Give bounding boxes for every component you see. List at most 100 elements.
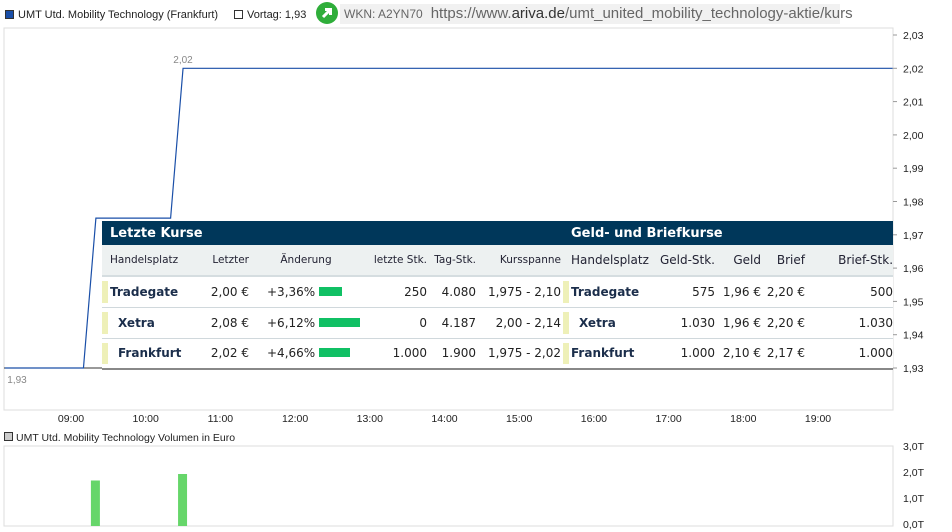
tag-stk-value: 4.080 xyxy=(427,276,480,308)
handelsplatz-name[interactable]: Xetra xyxy=(102,307,190,339)
x-tick-label: 09:00 xyxy=(58,413,84,425)
geld-value: 1,96 € xyxy=(715,276,761,308)
aenderung-cell: +4,66% xyxy=(255,338,367,370)
x-tick-label: 13:00 xyxy=(357,413,383,425)
geld-stk-value: 1.030 xyxy=(655,307,715,339)
y-tick-label: 2,02 xyxy=(903,63,924,75)
col-brief-stk: Brief-Stk. xyxy=(807,245,894,277)
x-tick-label: 10:00 xyxy=(133,413,159,425)
vortag-swatch xyxy=(234,10,243,19)
y-tick-label: 1,93 xyxy=(903,363,924,375)
col-letzter: Letzter xyxy=(190,245,255,277)
col-handelsplatz: Handelsplatz xyxy=(102,245,190,277)
y-tick-label: 1,94 xyxy=(903,330,924,342)
url-bar[interactable]: WKN: A2YN70 https://www.ariva.de/umt_unit… xyxy=(340,4,853,24)
table-row[interactable]: Tradegate 2,00 € +3,36% 250 4.080 1,975 … xyxy=(102,276,564,308)
change-bar xyxy=(319,286,342,296)
y-tick-label: 1,96 xyxy=(903,263,924,275)
brief-value: 2,20 € xyxy=(761,276,807,308)
letzte-stk-value: 0 xyxy=(367,307,427,339)
col-geld-stk: Geld-Stk. xyxy=(655,245,715,277)
geld-value: 1,96 € xyxy=(715,307,761,339)
brief-stk-value: 500 xyxy=(807,276,894,308)
letzter-value: 2,00 € xyxy=(190,276,255,308)
tag-stk-value: 1.900 xyxy=(427,338,480,370)
series-label: UMT Utd. Mobility Technology (Frankfurt) xyxy=(18,9,219,21)
geld-value: 2,10 € xyxy=(715,338,761,370)
col-handelsplatz: Handelsplatz xyxy=(563,245,655,277)
letzte-kurse-title: Letzte Kurse xyxy=(102,221,564,245)
y-tick-label: 1,98 xyxy=(903,197,924,209)
y-tick-label: 2,00 xyxy=(903,130,924,142)
price-line xyxy=(5,67,893,369)
y-tick-label: 2,03 xyxy=(903,30,924,42)
volume-title: UMT Utd. Mobility Technology Volumen in … xyxy=(16,432,235,444)
letzte-kurse-table: Letzte Kurse Handelsplatz Letzter Änderu… xyxy=(102,221,564,370)
handelsplatz-name[interactable]: Tradegate xyxy=(563,276,655,308)
col-geld: Geld xyxy=(715,245,761,277)
aenderung-cell: +6,12% xyxy=(255,307,367,339)
volume-swatch xyxy=(4,432,13,441)
volume-bar xyxy=(90,480,100,526)
letzte-stk-value: 250 xyxy=(367,276,427,308)
brief-stk-value: 1.000 xyxy=(807,338,894,370)
volume-tick-label: 0,0T xyxy=(903,519,925,531)
kursspanne-value: 1,975 - 2,10 xyxy=(480,276,564,308)
volume-tick-label: 3,0T xyxy=(903,441,925,453)
series-legend: UMT Utd. Mobility Technology (Frankfurt) xyxy=(5,9,218,21)
kursspanne-value: 2,00 - 2,14 xyxy=(480,307,564,339)
url-prefix: https://www. xyxy=(430,5,512,22)
geld-brief-title: Geld- und Briefkurse xyxy=(563,221,894,245)
volume-tick-label: 1,0T xyxy=(903,493,925,505)
min-annotation: 1,93 xyxy=(7,375,27,386)
handelsplatz-name[interactable]: Tradegate xyxy=(102,276,190,308)
aenderung-value: +3,36% xyxy=(267,284,316,299)
geld-stk-value: 575 xyxy=(655,276,715,308)
x-tick-label: 16:00 xyxy=(581,413,607,425)
col-brief: Brief xyxy=(761,245,807,277)
col-tag-stk: Tag-Stk. xyxy=(427,245,480,277)
aenderung-cell: +3,36% xyxy=(255,276,367,308)
brief-value: 2,20 € xyxy=(761,307,807,339)
table-row[interactable]: Tradegate 575 1,96 € 2,20 € 500 xyxy=(563,276,894,308)
volume-plot-area xyxy=(3,445,894,527)
letzte-stk-value: 1.000 xyxy=(367,338,427,370)
aenderung-value: +6,12% xyxy=(267,315,316,330)
x-tick-label: 12:00 xyxy=(282,413,308,425)
col-letzte-stk: letzte Stk. xyxy=(367,245,427,277)
tag-stk-value: 4.187 xyxy=(427,307,480,339)
geld-brief-table: Geld- und Briefkurse Handelsplatz Geld-S… xyxy=(563,221,894,370)
vortag-legend: Vortag: 1,93 xyxy=(234,9,306,21)
handelsplatz-name[interactable]: Frankfurt xyxy=(102,338,190,370)
url-domain: ariva.de xyxy=(511,5,565,22)
arrow-up-right-icon[interactable] xyxy=(316,2,338,24)
x-tick-label: 11:00 xyxy=(208,413,234,425)
kursspanne-value: 1,975 - 2,02 xyxy=(480,338,564,370)
wkn-label: WKN: A2YN70 xyxy=(344,7,423,21)
table-row[interactable]: Frankfurt 1.000 2,10 € 2,17 € 1.000 xyxy=(563,338,894,370)
x-tick-label: 19:00 xyxy=(805,413,831,425)
y-tick-label: 1,97 xyxy=(903,230,924,242)
x-tick-label: 15:00 xyxy=(506,413,532,425)
volume-legend: UMT Utd. Mobility Technology Volumen in … xyxy=(4,432,235,444)
brief-value: 2,17 € xyxy=(761,338,807,370)
url-path: /umt_united_mobility_technology-aktie/ku… xyxy=(564,5,853,22)
brief-stk-value: 1.030 xyxy=(807,307,894,339)
x-tick-label: 14:00 xyxy=(431,413,457,425)
y-tick-label: 1,95 xyxy=(903,296,924,308)
letzter-value: 2,08 € xyxy=(190,307,255,339)
change-bar xyxy=(319,348,351,358)
vortag-label: Vortag: 1,93 xyxy=(247,9,307,21)
col-kursspanne: Kursspanne xyxy=(480,245,564,277)
y-tick-label: 1,99 xyxy=(903,163,924,175)
table-row[interactable]: Xetra 1.030 1,96 € 2,20 € 1.030 xyxy=(563,307,894,339)
table-row[interactable]: Xetra 2,08 € +6,12% 0 4.187 2,00 - 2,14 xyxy=(102,307,564,339)
table-row[interactable]: Frankfurt 2,02 € +4,66% 1.000 1.900 1,97… xyxy=(102,338,564,370)
x-tick-label: 17:00 xyxy=(655,413,681,425)
letzter-value: 2,02 € xyxy=(190,338,255,370)
y-tick-label: 2,01 xyxy=(903,97,924,109)
geld-stk-value: 1.000 xyxy=(655,338,715,370)
handelsplatz-name[interactable]: Frankfurt xyxy=(563,338,655,370)
volume-tick-label: 2,0T xyxy=(903,467,925,479)
handelsplatz-name[interactable]: Xetra xyxy=(563,307,655,339)
